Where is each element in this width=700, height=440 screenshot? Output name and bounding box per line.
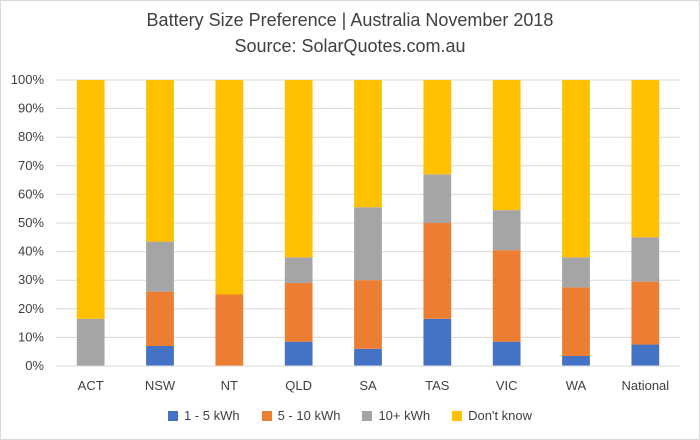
y-tick-label: 50% [18, 215, 44, 230]
legend: 1 - 5 kWh 5 - 10 kWh 10+ kWh Don't know [0, 408, 700, 423]
bar-segment [562, 257, 590, 288]
x-tick-label: VIC [496, 378, 518, 393]
legend-swatch [261, 410, 272, 421]
x-tick-label: NSW [145, 378, 176, 393]
y-tick-label: 0% [25, 358, 44, 373]
y-tick-label: 40% [18, 244, 44, 259]
y-axis-ticks: 0% 10% 20% 30% 40% 50% 60% 70% 80% 90% 100% [11, 72, 45, 373]
legend-swatch [452, 410, 463, 421]
bar-segment [492, 80, 521, 211]
y-tick-label: 70% [18, 158, 44, 173]
x-axis-ticks: ACT NSW NT QLD SA TAS VIC WA National [78, 378, 670, 393]
y-tick-label: 100% [11, 72, 45, 87]
bar-segment [146, 345, 174, 366]
bar-segment [423, 318, 452, 366]
legend-item: 5 - 10 kWh [261, 408, 341, 423]
y-tick-label: 90% [18, 101, 44, 116]
bar-segment [492, 250, 521, 342]
bar-segment [492, 210, 521, 251]
bar-segment [562, 80, 590, 258]
chart-subtitle: Source: SolarQuotes.com.au [234, 36, 466, 56]
bar-segment [631, 80, 660, 238]
bar-segment [631, 237, 660, 282]
bar-segment [492, 341, 521, 366]
legend-label: 5 - 10 kWh [277, 408, 341, 423]
bar-segment [284, 80, 313, 258]
x-tick-label: NT [221, 378, 238, 393]
bar-segment [76, 318, 105, 366]
bar-segment [146, 291, 174, 346]
legend-item: Don't know [452, 408, 532, 423]
x-tick-label: WA [566, 378, 587, 393]
bar-segment [423, 80, 452, 175]
bar-segment [562, 355, 590, 366]
x-tick-label: SA [359, 378, 377, 393]
x-tick-label: QLD [285, 378, 312, 393]
x-tick-label: TAS [425, 378, 450, 393]
bar-segment [354, 207, 382, 281]
bar-segment [423, 174, 452, 223]
y-tick-label: 10% [18, 329, 44, 344]
bar-segment [215, 294, 244, 366]
legend-item: 10+ kWh [362, 408, 430, 423]
bar-segment [284, 283, 313, 342]
bar-segment [631, 281, 660, 345]
bar-segment [423, 223, 452, 319]
y-tick-label: 80% [18, 129, 44, 144]
bar-segment [215, 80, 244, 295]
x-tick-label: ACT [78, 378, 104, 393]
bar-segment [284, 341, 313, 366]
x-tick-label: National [621, 378, 669, 393]
bar-segment [354, 80, 382, 208]
bar-segment [284, 257, 313, 284]
chart-title: Battery Size Preference | Australia Nove… [146, 10, 554, 30]
bar-segment [354, 280, 382, 349]
y-tick-label: 20% [18, 301, 44, 316]
legend-label: Don't know [468, 408, 533, 423]
bar-segment [354, 348, 382, 366]
bar-segment [631, 344, 660, 366]
legend-label: 10+ kWh [378, 408, 431, 423]
legend-swatch [362, 410, 373, 421]
bar-segment [146, 241, 174, 292]
legend-label: 1 - 5 kWh [183, 408, 240, 423]
y-tick-label: 60% [18, 186, 44, 201]
bar-segment [146, 80, 174, 242]
bar-segment [562, 287, 590, 356]
bar-segment [76, 80, 105, 319]
bars [76, 80, 660, 366]
y-tick-label: 30% [18, 272, 44, 287]
legend-swatch [167, 410, 178, 421]
legend-item: 1 - 5 kWh [167, 408, 240, 423]
